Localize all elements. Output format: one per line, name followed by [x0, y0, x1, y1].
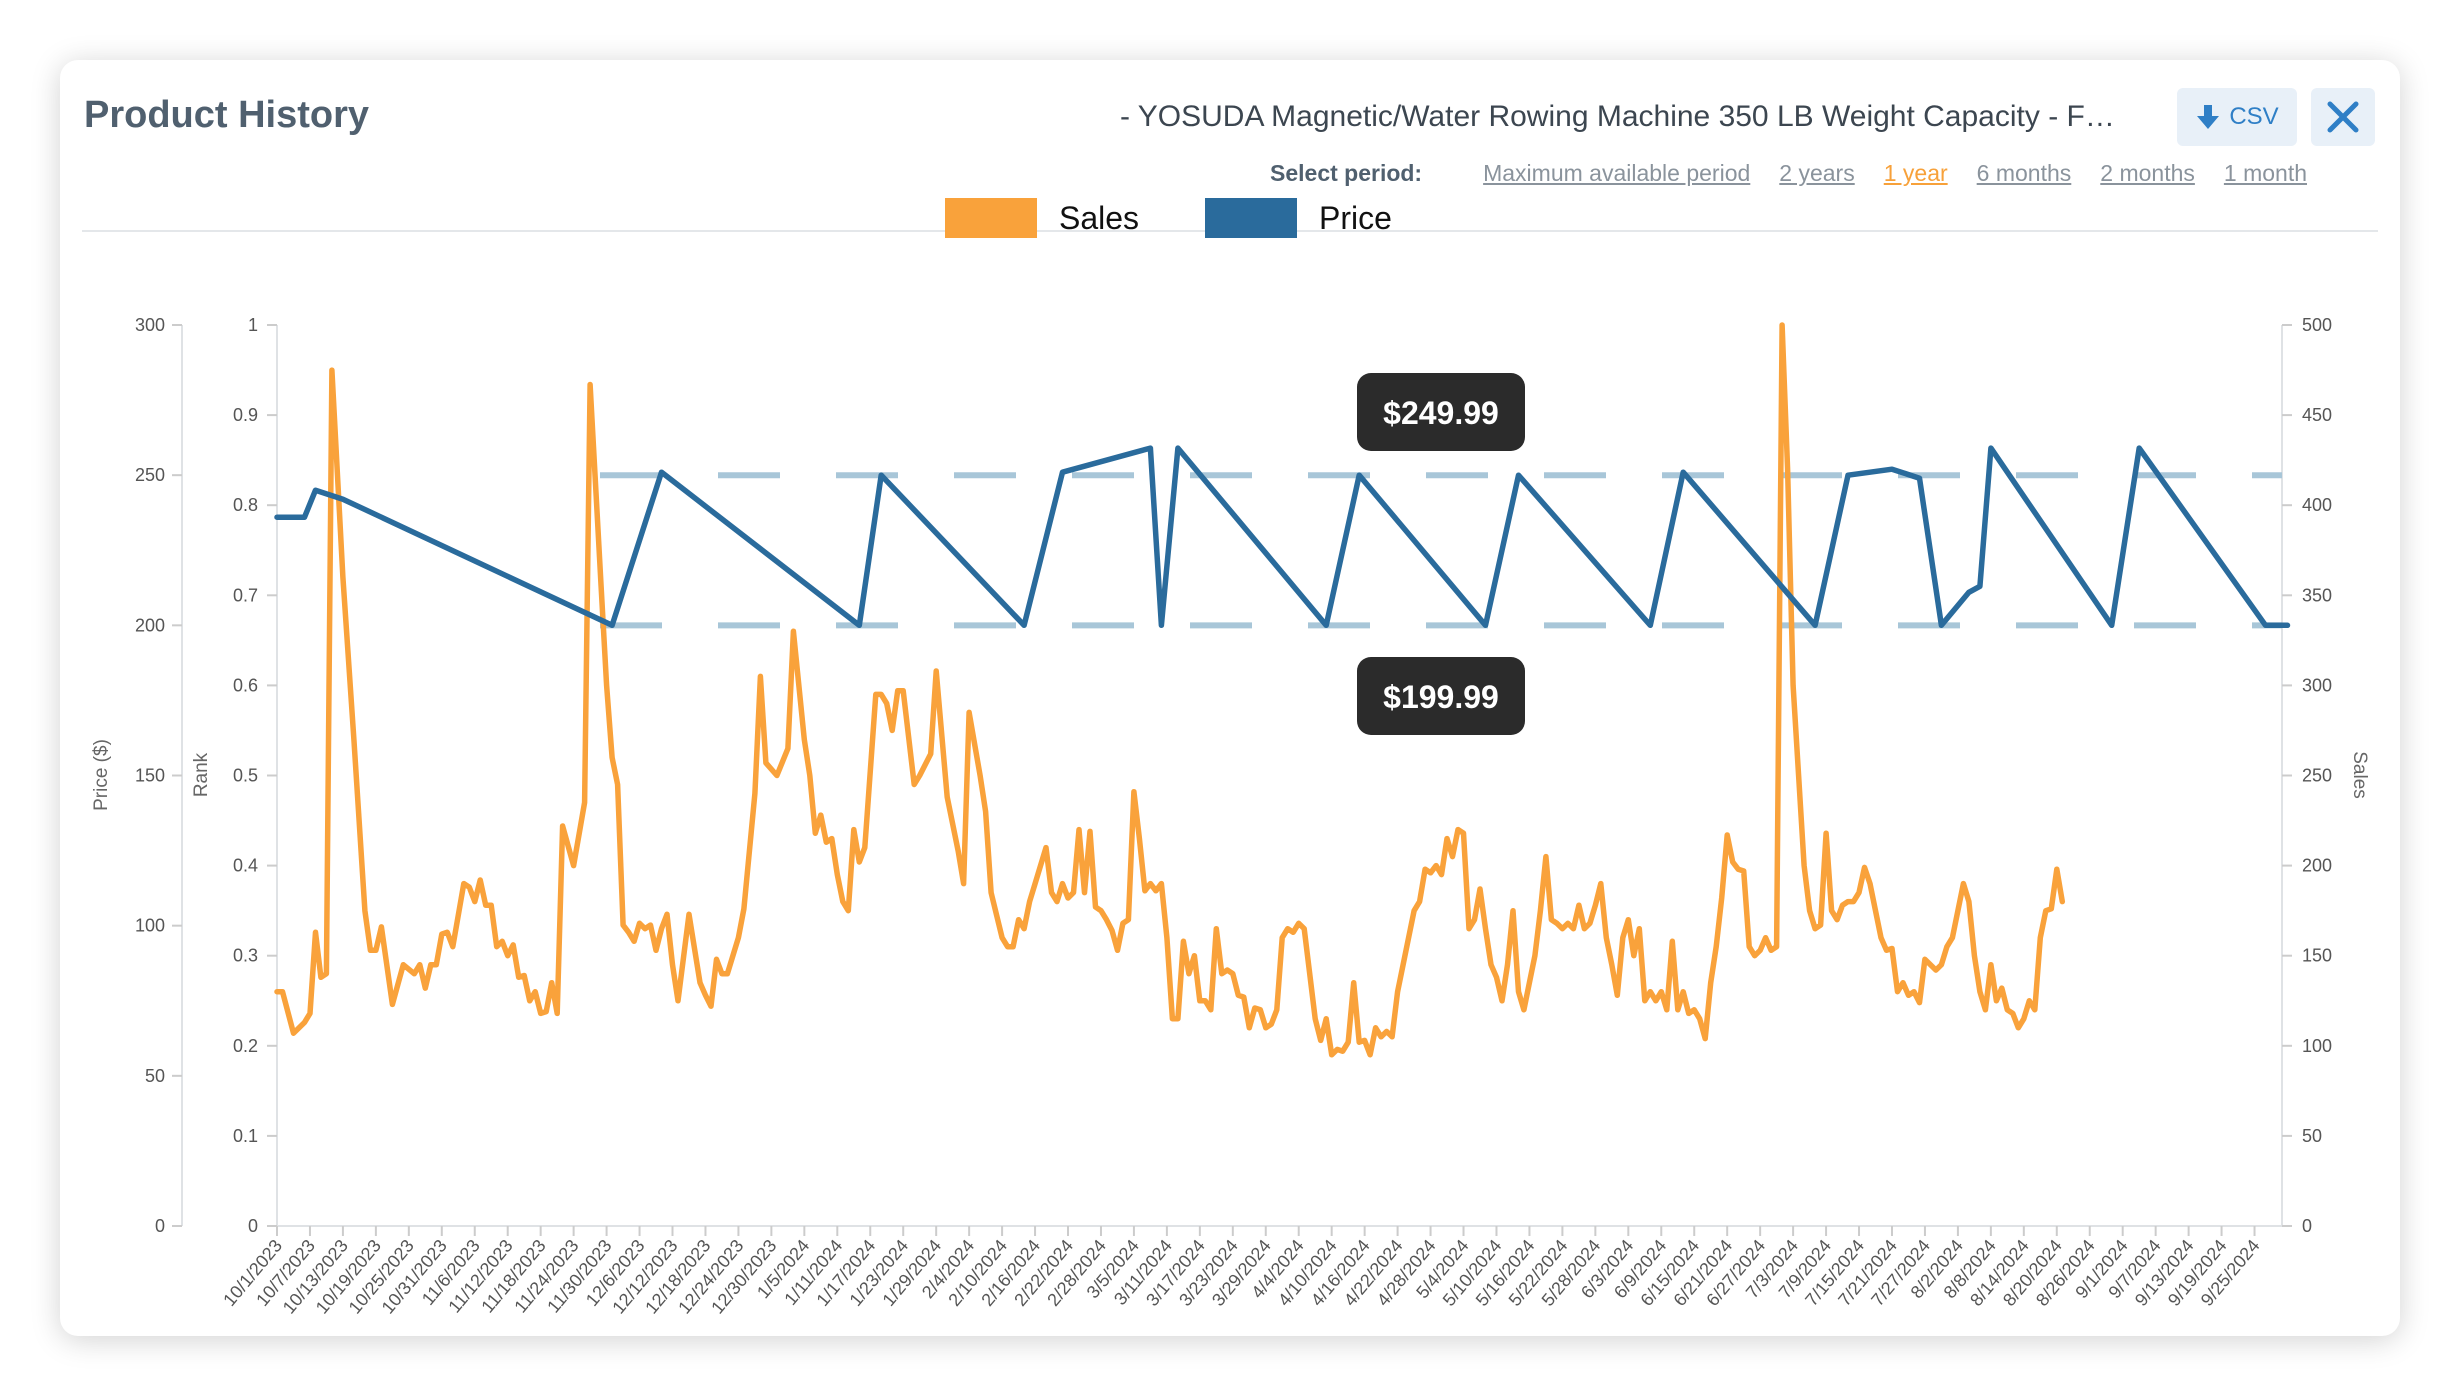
panel-title: Product History: [84, 94, 370, 136]
close-icon: [2327, 101, 2359, 133]
price-tag: $199.99: [1357, 657, 1525, 735]
legend-label-sales: Sales: [1059, 199, 1140, 236]
rank-tick-label: 0.7: [233, 585, 258, 605]
price-axis-title: Price ($): [91, 739, 112, 811]
legend-swatch-sales: [945, 198, 1037, 238]
csv-label: CSV: [2229, 103, 2279, 130]
price-series-line: [274, 445, 2291, 629]
rank-tick-label: 0.3: [233, 946, 258, 966]
price-tag-box: [1357, 657, 1525, 735]
sales-tick-label: 250: [2302, 766, 2332, 786]
legend-item-price[interactable]: Price: [1205, 198, 1392, 238]
price-tick-label: 150: [135, 766, 165, 786]
price-tag-label: $249.99: [1383, 395, 1499, 431]
sales-tick-label: 150: [2302, 946, 2332, 966]
legend-label-price: Price: [1319, 199, 1392, 236]
sales-tick-label: 100: [2302, 1036, 2332, 1056]
period-option-6-months[interactable]: 6 months: [1976, 160, 2072, 186]
rank-tick-label: 0: [248, 1216, 258, 1236]
sales-tick-label: 50: [2302, 1126, 2322, 1146]
price-tag: $249.99: [1357, 373, 1525, 451]
price-tick-label: 200: [135, 615, 165, 635]
legend-item-sales[interactable]: Sales: [945, 198, 1139, 238]
close-button[interactable]: [2311, 88, 2375, 146]
period-option-2-years[interactable]: 2 years: [1779, 160, 1855, 186]
sales-tick-label: 500: [2302, 315, 2332, 335]
sales-tick-label: 300: [2302, 675, 2332, 695]
sales-tick-label: 450: [2302, 405, 2332, 425]
price-tick-label: 100: [135, 916, 165, 936]
rank-axis-title: Rank: [191, 752, 212, 797]
price-tag-label: $199.99: [1383, 679, 1499, 715]
period-selector: Select period: Maximum available period …: [1270, 160, 2307, 187]
price-tick-label: 250: [135, 465, 165, 485]
sales-tick-label: 350: [2302, 585, 2332, 605]
period-option-2-months[interactable]: 2 months: [2100, 160, 2195, 186]
sales-axis-title: Sales: [2349, 751, 2370, 799]
period-option-maximum[interactable]: Maximum available period: [1483, 160, 1751, 186]
product-history-panel: Product History - YOSUDA Magnetic/Water …: [60, 60, 2400, 1336]
rank-tick-label: 0.9: [233, 405, 258, 425]
chart-legend: Sales Price: [945, 198, 1458, 238]
price-tick-label: 50: [145, 1066, 165, 1086]
csv-download-button[interactable]: CSV: [2177, 88, 2297, 146]
rank-tick-label: 1: [248, 315, 258, 335]
rank-tick-label: 0.4: [233, 856, 258, 876]
period-option-1-year[interactable]: 1 year: [1883, 160, 1948, 186]
price-tick-label: 0: [155, 1216, 165, 1236]
sales-tick-label: 0: [2302, 1216, 2312, 1236]
sales-tick-label: 400: [2302, 495, 2332, 515]
sales-series-line: [274, 322, 2066, 1058]
download-arrow-icon: [2197, 105, 2220, 129]
rank-tick-label: 0.2: [233, 1036, 258, 1056]
rank-tick-label: 0.8: [233, 495, 258, 515]
price-tag-box: [1357, 373, 1525, 451]
price-tick-label: 300: [135, 315, 165, 335]
period-label: Select period:: [1270, 160, 1423, 186]
sales-tick-label: 200: [2302, 856, 2332, 876]
rank-tick-label: 0.1: [233, 1126, 258, 1146]
rank-tick-label: 0.6: [233, 675, 258, 695]
rank-tick-label: 0.5: [233, 766, 258, 786]
legend-swatch-price: [1205, 198, 1298, 238]
period-option-1-month[interactable]: 1 month: [2223, 160, 2307, 186]
